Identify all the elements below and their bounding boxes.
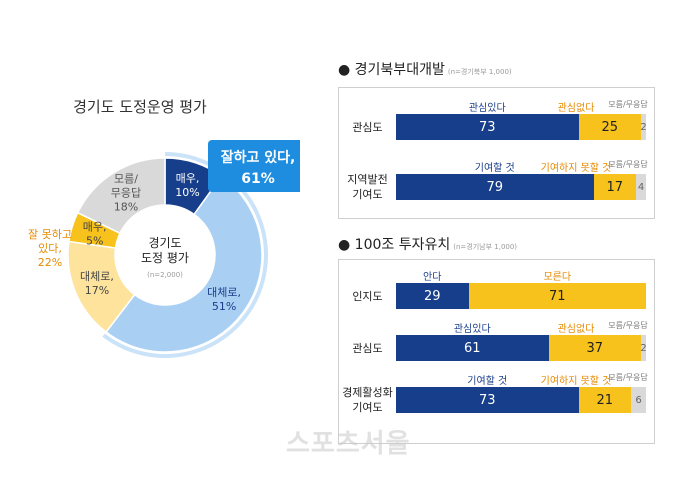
bar-segment: 2	[640, 114, 647, 140]
bar-category-label: 기여하지 못할 것	[540, 163, 612, 174]
north-title-text: 경기북부대개발	[354, 62, 445, 78]
bar-segment: 73	[396, 114, 579, 140]
north-note: (n=경기북부 1,000)	[447, 68, 512, 76]
donut-chart-title: 경기도 도정운영 평가	[73, 98, 207, 116]
donut-center-note: (n=2,000)	[147, 271, 183, 279]
bar-category-label: 모름/무응답	[608, 373, 648, 382]
donut-center-label: 경기도 도정 평가	[141, 236, 189, 265]
bar-segment: 71	[468, 283, 646, 309]
bar-category-label: 관심없다	[557, 324, 595, 335]
bar-segment: 21	[578, 387, 631, 413]
bar-segment: 6	[631, 387, 646, 413]
bar-segment: 37	[548, 335, 641, 361]
south-section-title: ● 100조 투자유치 (n=경기남부 1,000)	[338, 234, 517, 254]
bar-category-label: 관심있다	[453, 324, 491, 335]
bar-segment: 61	[396, 335, 549, 361]
north-section-title: ● 경기북부대개발 (n=경기북부 1,000)	[338, 59, 512, 79]
bar-segment: 29	[396, 283, 469, 309]
bar-segment: 79	[396, 174, 594, 200]
bar-category-label: 모름/무응답	[608, 100, 648, 109]
bar-category-label: 모른다	[543, 272, 572, 283]
bar-category-label: 관심있다	[468, 103, 506, 114]
negative-callout: 잘 못하고 있다, 22%	[28, 227, 72, 269]
slice-label: 매우, 10%	[175, 172, 199, 199]
bar-segment: 17	[593, 174, 636, 200]
stacked-bar: 61 37 2	[396, 335, 647, 361]
stacked-bar: 73 21 6	[396, 387, 646, 413]
stacked-bar: 73 25 2	[396, 114, 647, 140]
donut-chart: 매우, 10% 대체로, 51% 대체로, 17% 매우, 5%모름/무응답 18%경기도 도정 …	[28, 140, 300, 359]
south-title-text: 100조 투자유치	[354, 237, 451, 253]
bar-category-label: 모름/무응답	[608, 160, 648, 169]
bar-category-label: 기여하지 못할 것	[540, 376, 612, 387]
south-note: (n=경기남부 1,000)	[453, 243, 518, 251]
bar-row-label: 경제활성화 기여도	[342, 386, 393, 414]
bullet-icon: ●	[338, 237, 351, 253]
bar-row-label: 관심도	[352, 120, 383, 134]
watermark: 스포츠서울	[286, 429, 411, 459]
stacked-bar: 29 71	[396, 283, 646, 309]
pie-slice	[76, 157, 166, 235]
bar-segment: 73	[396, 387, 579, 413]
bar-row-label: 관심도	[352, 341, 383, 355]
positive-callout-value: 61%	[241, 171, 275, 187]
bar-segment: 4	[636, 174, 646, 200]
bar-row-label: 인지도	[352, 289, 383, 303]
bar-row-label: 지역발전 기여도	[347, 173, 388, 201]
slice-label: 모름/무응답 18%	[111, 173, 141, 214]
north-panel: 관심도 관심있다 관심없다 모름/무응답 73 25 2 지역발전 기여도 기여할 것 기여하지 못…	[338, 87, 655, 219]
bar-category-label: 기여할 것	[474, 163, 515, 174]
positive-callout-box	[208, 140, 300, 192]
south-panel: 인지도 안다 모른다 29 71 관심도 관심있다 관심없다 모름/무응답 61 37 2 경제활성화 기…	[338, 259, 655, 444]
slice-label: 대체로, 51%	[207, 286, 241, 313]
bar-segment: 2	[640, 335, 647, 361]
bar-segment: 25	[578, 114, 641, 140]
bar-category-label: 관심없다	[557, 103, 595, 114]
slice-label: 대체로, 17%	[80, 270, 114, 297]
bar-category-label: 안다	[423, 272, 442, 283]
stacked-bar: 79 17 4	[396, 174, 646, 200]
positive-callout-label: 잘하고 있다,	[221, 149, 296, 166]
slice-label: 매우, 5%	[83, 221, 107, 248]
pie-slice	[104, 175, 263, 353]
bar-category-label: 기여할 것	[467, 376, 508, 387]
bar-category-label: 모름/무응답	[608, 321, 648, 330]
bullet-icon: ●	[338, 62, 351, 78]
